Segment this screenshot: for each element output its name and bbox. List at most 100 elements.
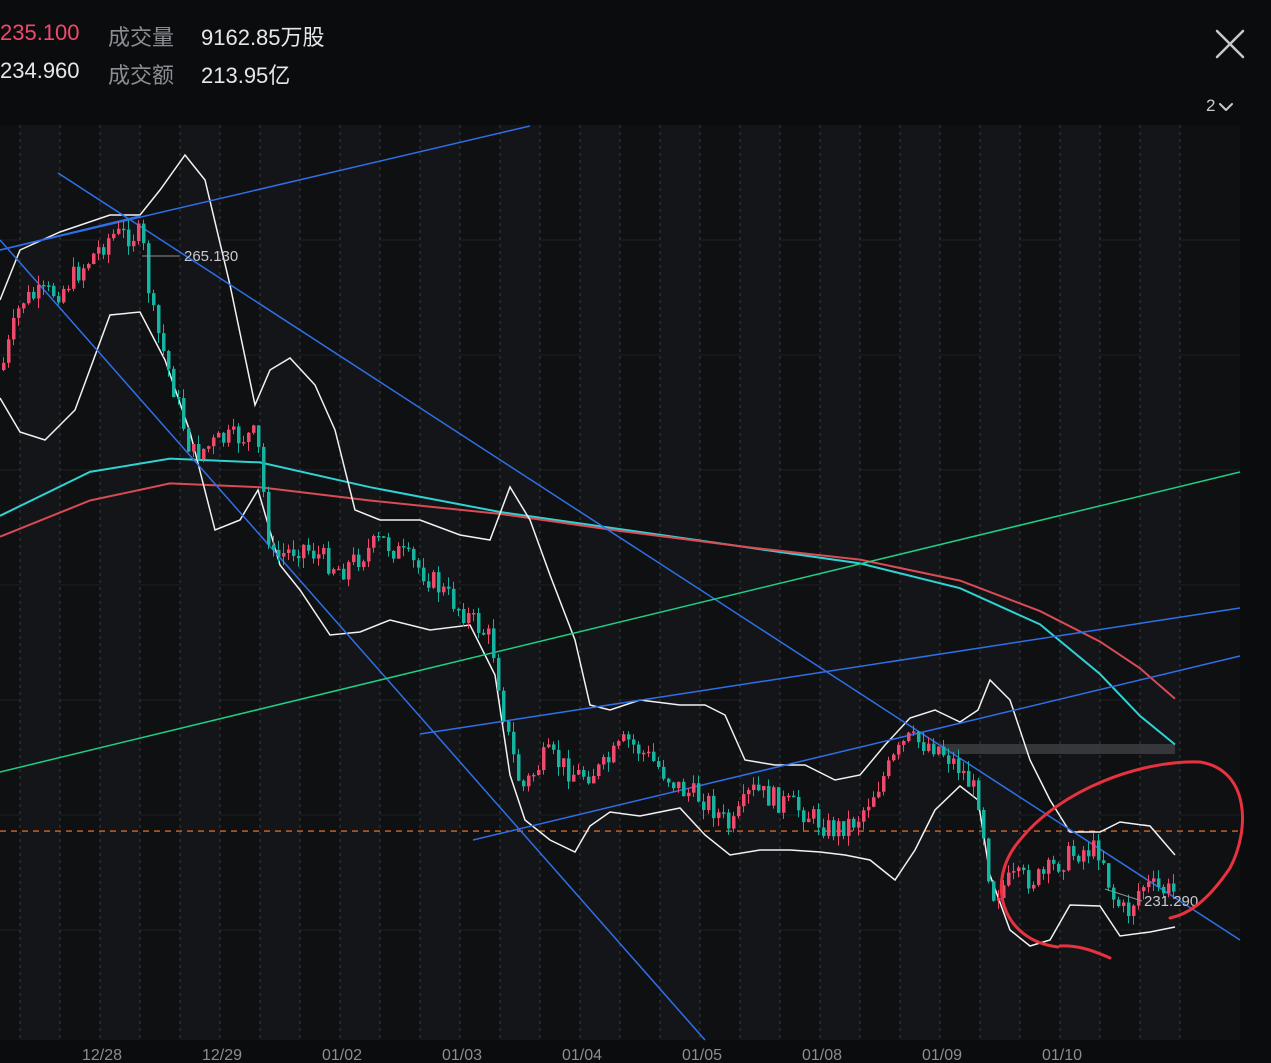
x-tick-label: 01/08 xyxy=(802,1047,842,1063)
candle-down xyxy=(712,795,716,819)
candle-down xyxy=(552,744,556,750)
candle-up xyxy=(1167,883,1171,894)
candle-up xyxy=(82,268,86,281)
candle-up xyxy=(472,613,476,615)
candle-down xyxy=(342,568,346,580)
resistance-band xyxy=(940,744,1175,754)
candle-down xyxy=(237,426,241,444)
candle-up xyxy=(532,774,536,777)
candle-down xyxy=(102,247,106,255)
candle-up xyxy=(1142,887,1146,892)
candle-up xyxy=(1147,881,1151,888)
candle-up xyxy=(647,751,651,754)
candle-up xyxy=(897,744,901,755)
candle-up xyxy=(1007,872,1011,886)
candle-down xyxy=(182,398,186,429)
candle-up xyxy=(692,783,696,793)
candle-up xyxy=(72,266,76,289)
candle-up xyxy=(877,791,881,798)
candle-down xyxy=(162,333,166,351)
candle-down xyxy=(407,547,411,550)
candle-down xyxy=(817,809,821,828)
turnover-label: 成交额 xyxy=(108,63,175,88)
price-low-value: 234.960 xyxy=(0,58,80,83)
candle-down xyxy=(42,285,46,287)
candle-up xyxy=(252,425,256,433)
candle-down xyxy=(922,742,926,751)
candle-down xyxy=(802,810,806,823)
candle-up xyxy=(732,816,736,829)
candle-down xyxy=(1112,887,1116,900)
candle-up xyxy=(762,786,766,791)
candle-up xyxy=(902,741,906,745)
close-button[interactable] xyxy=(1212,26,1248,62)
candle-down xyxy=(977,780,981,810)
candle-down xyxy=(652,751,656,761)
candle-down xyxy=(792,795,796,798)
turnover-value: 213.95亿 xyxy=(201,63,291,88)
candle-up xyxy=(362,561,366,567)
candle-down xyxy=(307,544,311,551)
candle-up xyxy=(577,770,581,775)
candle-down xyxy=(832,820,836,837)
candle-down xyxy=(262,447,266,492)
candle-up xyxy=(962,770,966,774)
period-selector[interactable]: 2 xyxy=(1206,96,1234,116)
candle-down xyxy=(392,551,396,559)
candle-down xyxy=(697,783,701,802)
candle-down xyxy=(637,744,641,754)
candle-down xyxy=(942,746,946,756)
candle-down xyxy=(387,537,391,551)
candle-down xyxy=(422,567,426,582)
candle-up xyxy=(562,758,566,767)
candle-up xyxy=(642,752,646,755)
candle-down xyxy=(1077,855,1081,862)
volume-value: 9162.85万股 xyxy=(201,25,325,50)
candle-down xyxy=(402,546,406,548)
candle-up xyxy=(737,806,741,817)
candle-down xyxy=(437,572,441,593)
candle-down xyxy=(292,549,296,556)
x-tick-label: 12/29 xyxy=(202,1047,242,1063)
candle-down xyxy=(1117,899,1121,906)
candle-down xyxy=(667,778,671,783)
candle-up xyxy=(907,732,911,741)
candle-down xyxy=(757,784,761,791)
candle-up xyxy=(202,448,206,460)
candle-up xyxy=(367,547,371,562)
candle-up xyxy=(347,562,351,580)
candle-down xyxy=(672,782,676,789)
candle-up xyxy=(117,228,121,234)
candle-up xyxy=(772,787,776,806)
x-tick-label: 01/02 xyxy=(322,1047,362,1063)
candle-down xyxy=(627,734,631,740)
candle-down xyxy=(357,554,361,567)
candle-down xyxy=(167,351,171,369)
candle-down xyxy=(457,609,461,611)
candle-up xyxy=(857,821,861,828)
session-band xyxy=(20,125,60,1040)
candle-up xyxy=(1037,869,1041,885)
candle-down xyxy=(177,397,181,399)
candle-down xyxy=(662,766,666,779)
bollinger-upper xyxy=(0,153,1176,856)
candle-up xyxy=(847,818,851,836)
candle-down xyxy=(122,228,126,231)
moving-average-red xyxy=(0,482,1176,700)
candle-up xyxy=(282,553,286,557)
candle-down xyxy=(477,613,481,633)
trendline-channel-top xyxy=(419,607,1241,735)
chevron-down-icon xyxy=(1219,102,1234,111)
session-band xyxy=(820,125,860,1040)
candle-down xyxy=(257,425,261,447)
candle-up xyxy=(1122,902,1126,906)
candle-up xyxy=(1017,867,1021,872)
candle-down xyxy=(512,731,516,755)
candle-down xyxy=(1022,867,1026,871)
candle-up xyxy=(17,308,21,318)
candle-down xyxy=(152,293,156,306)
candle-up xyxy=(242,442,246,444)
annotation-underline xyxy=(1058,944,1112,960)
